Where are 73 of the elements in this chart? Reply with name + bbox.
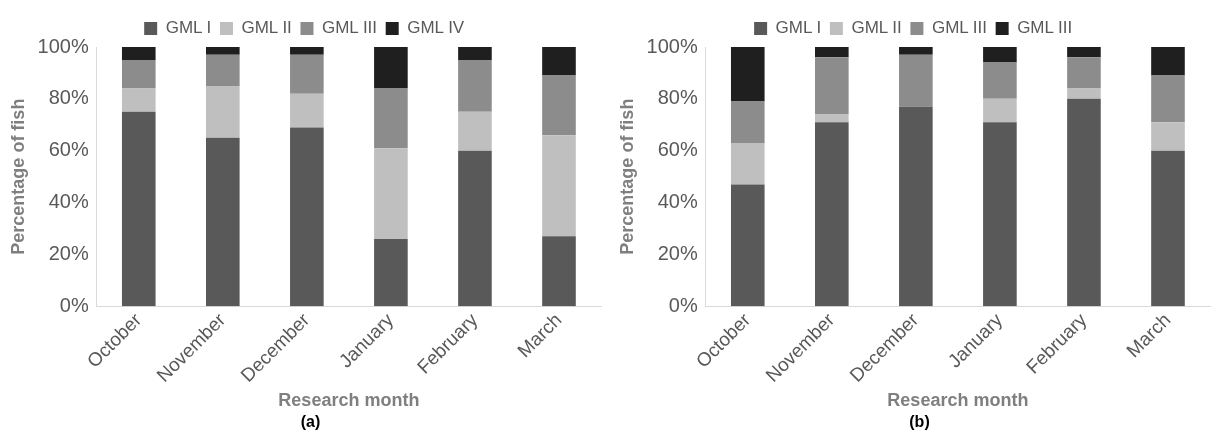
bar (1067, 57, 1101, 89)
bar (1151, 75, 1185, 123)
y-tick-label: 20% (657, 241, 698, 264)
bar (1151, 47, 1185, 76)
legend-label: GML III (1017, 18, 1073, 38)
bar (290, 54, 324, 94)
bar (730, 101, 765, 143)
legend-label: GML III (931, 18, 988, 38)
legend-label: GML II (851, 18, 902, 38)
bar (290, 93, 324, 128)
bar (542, 236, 576, 307)
bar (815, 122, 849, 307)
x-axis-title: Research month (278, 390, 420, 411)
bar (730, 47, 765, 102)
bar (374, 148, 408, 239)
bar (458, 47, 492, 60)
text: (b) (908, 412, 931, 432)
bar (815, 47, 849, 58)
y-tick-label: 60% (657, 138, 698, 161)
bar (815, 57, 849, 115)
y-axis-title: Percentage of fish (616, 98, 637, 255)
bar (206, 47, 240, 55)
bar (730, 184, 765, 307)
y-tick-label: 80% (657, 86, 698, 109)
bar (458, 111, 492, 151)
legend-label: GML I (165, 18, 212, 38)
text: (a) (299, 412, 322, 432)
legend-label: GML III (321, 18, 378, 38)
bar (206, 54, 240, 86)
y-axis-title: Percentage of fish (7, 98, 28, 255)
bar (121, 47, 156, 60)
y-tick-label: 20% (48, 241, 89, 264)
bar (542, 75, 576, 136)
bar (290, 47, 324, 55)
x-axis-title: Research month (887, 390, 1029, 411)
y-tick-label: 100% (37, 34, 89, 57)
bar (730, 142, 765, 185)
bar (206, 137, 240, 307)
bar (458, 150, 492, 307)
bar (458, 59, 492, 112)
legend-label: GML I (775, 18, 822, 38)
bar (899, 54, 933, 107)
bar (542, 135, 576, 237)
legend-label: GML II (241, 18, 292, 38)
bar (983, 122, 1017, 307)
bar (899, 106, 933, 307)
y-tick-label: 0% (59, 293, 89, 316)
bar (374, 88, 408, 149)
y-tick-label: 100% (646, 34, 698, 57)
bar (983, 98, 1017, 123)
bar (1067, 98, 1101, 307)
bar (815, 114, 849, 123)
bar (290, 127, 324, 307)
legend-label: GML IV (407, 18, 465, 38)
bar (983, 47, 1017, 63)
bar (206, 85, 240, 138)
y-tick-label: 80% (48, 86, 89, 109)
bar (899, 47, 933, 55)
bar (374, 238, 408, 307)
y-tick-label: 0% (668, 293, 698, 316)
bar (1067, 47, 1101, 58)
bar (542, 47, 576, 76)
bar (121, 59, 156, 89)
y-tick-label: 40% (48, 190, 89, 213)
bar (121, 88, 156, 112)
bar (1067, 88, 1101, 99)
bar (1151, 122, 1185, 151)
bar (1151, 150, 1185, 307)
y-tick-label: 60% (48, 138, 89, 161)
bar (121, 111, 156, 307)
bar (983, 62, 1017, 99)
bar (374, 47, 408, 89)
y-tick-label: 40% (657, 190, 698, 213)
